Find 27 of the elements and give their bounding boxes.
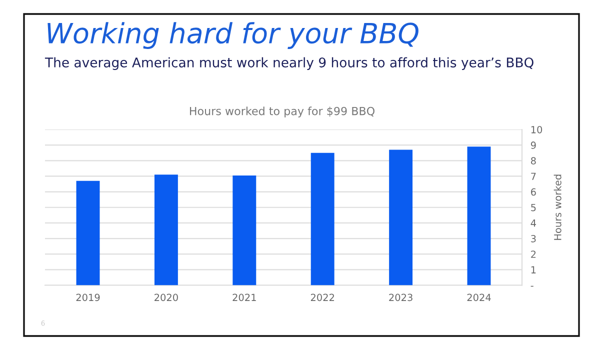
bar: [154, 174, 178, 286]
chart-subtitle: The average American must work nearly 9 hours to afford this year’s BBQ: [44, 57, 534, 70]
bar: [310, 152, 334, 286]
bar: [389, 150, 413, 286]
x-tick-label: 2023: [389, 294, 412, 302]
x-tick-label: 2021: [232, 294, 256, 302]
bar: [76, 180, 100, 286]
y-axis-title: Hours worked: [554, 174, 562, 240]
y-tick-label: 7: [531, 172, 536, 180]
y-tick-label: -: [530, 286, 534, 287]
x-tick-label: 2024: [467, 294, 491, 302]
y-tick-label: 1: [531, 266, 536, 274]
y-tick-label: 8: [530, 157, 536, 164]
bar: [232, 175, 256, 286]
chart-title: Working hard for your BBQ: [48, 22, 418, 49]
text: Hours worked to pay for $99 BBQ: [190, 106, 374, 118]
y-tick-label: 10: [531, 126, 542, 134]
x-tick-label: 2019: [76, 294, 100, 302]
y-tick-label: 2: [531, 250, 536, 258]
x-tick-label: 2020: [154, 294, 178, 302]
y-tick-label: 5: [531, 204, 536, 212]
y-tick-label: 9: [530, 142, 536, 149]
y-tick-label: 6: [531, 188, 536, 196]
x-tick-label: 2022: [310, 294, 334, 302]
y-tick-label: 4: [530, 220, 536, 227]
bar: [467, 146, 491, 286]
y-tick-label: 3: [531, 235, 536, 242]
